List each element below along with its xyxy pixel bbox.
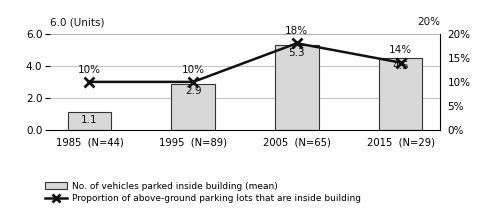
Text: 4.5: 4.5 (392, 61, 409, 71)
Text: 6.0 (Units): 6.0 (Units) (50, 17, 104, 27)
Text: 10%: 10% (182, 65, 204, 75)
Text: 1.1: 1.1 (81, 115, 98, 125)
Bar (275, 45, 318, 130)
Bar (172, 84, 215, 130)
Text: 18%: 18% (286, 26, 308, 36)
Text: 20%: 20% (417, 17, 440, 27)
Bar (378, 58, 422, 130)
Text: 2.9: 2.9 (185, 86, 202, 96)
Legend: No. of vehicles parked inside building (mean), Proportion of above-ground parkin: No. of vehicles parked inside building (… (44, 182, 360, 203)
Text: 5.3: 5.3 (288, 48, 305, 58)
Text: 10%: 10% (78, 65, 101, 75)
Text: 14%: 14% (389, 45, 412, 55)
Bar (68, 113, 112, 130)
